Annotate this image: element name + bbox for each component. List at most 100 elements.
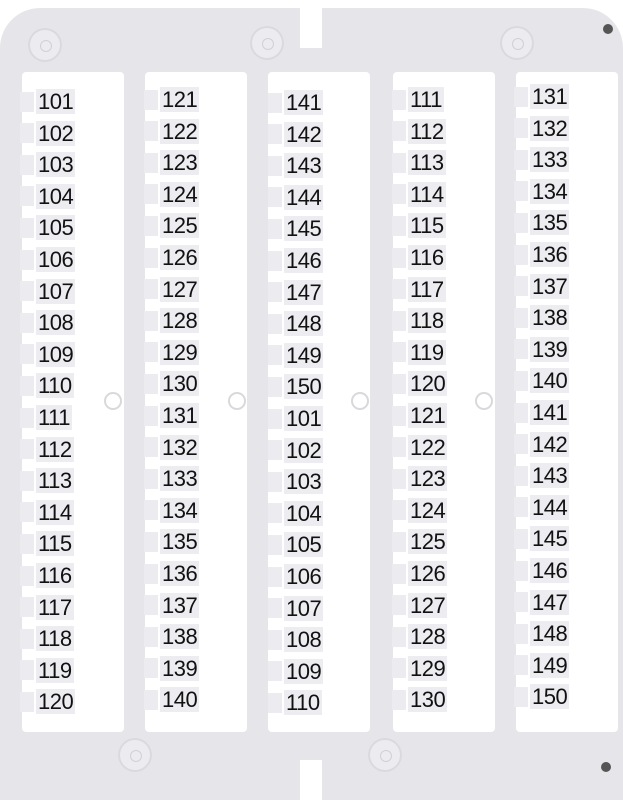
label-tab (144, 121, 158, 142)
label-number: 118 (36, 626, 74, 652)
marker-label: 117 (392, 276, 446, 302)
marker-label: 108 (268, 627, 324, 653)
label-tab (268, 92, 282, 113)
marker-label: 113 (392, 150, 446, 176)
label-tab (392, 184, 406, 205)
label-number: 104 (284, 500, 324, 526)
marker-label: 101 (268, 406, 324, 431)
label-tab (20, 407, 34, 428)
label-tab (20, 123, 34, 144)
label-tab (20, 502, 34, 523)
label-number: 108 (284, 627, 324, 653)
label-number: 134 (160, 497, 200, 523)
label-tab (514, 244, 528, 265)
label-tab (144, 405, 158, 426)
marker-label: 147 (268, 279, 324, 305)
label-tab (20, 186, 34, 207)
marker-label: 119 (392, 339, 446, 365)
label-tab (144, 373, 158, 394)
label-tab (392, 658, 406, 679)
label-tab (392, 437, 406, 458)
label-tab (144, 563, 158, 584)
label-tab (268, 218, 282, 239)
marker-label: 112 (392, 118, 446, 144)
marker-label: 134 (144, 497, 200, 523)
marker-label: 104 (20, 183, 76, 209)
label-tab (392, 279, 406, 300)
marker-label: 141 (514, 400, 570, 425)
marker-label: 103 (20, 152, 76, 178)
label-number: 136 (160, 561, 200, 586)
label-number: 141 (530, 400, 570, 425)
marker-label: 128 (392, 624, 448, 650)
label-tab (144, 247, 158, 268)
label-number: 119 (36, 657, 74, 683)
marker-label: 105 (20, 215, 76, 241)
label-number: 105 (36, 215, 76, 241)
mounting-post (118, 738, 152, 772)
marker-label: 116 (20, 563, 74, 588)
label-number: 150 (530, 684, 570, 710)
marker-label: 118 (392, 308, 446, 334)
label-tab (144, 184, 158, 205)
marker-label: 105 (268, 532, 324, 558)
marker-label: 135 (144, 529, 200, 555)
label-number: 138 (530, 305, 570, 331)
label-tab (392, 310, 406, 331)
label-number: 117 (408, 276, 446, 302)
marker-label: 102 (268, 437, 324, 463)
label-number: 103 (284, 469, 324, 495)
marker-label: 124 (144, 181, 200, 207)
label-tab (268, 124, 282, 145)
label-tab (514, 497, 528, 518)
label-number: 143 (284, 153, 324, 179)
marker-label: 123 (392, 466, 448, 492)
label-number: 134 (530, 178, 570, 204)
label-tab (514, 434, 528, 455)
label-tab (268, 661, 282, 682)
label-number: 147 (284, 279, 324, 305)
label-number: 115 (408, 213, 446, 239)
label-tab (514, 276, 528, 297)
label-tab (20, 565, 34, 586)
label-tab (144, 279, 158, 300)
marker-label: 131 (144, 403, 200, 428)
label-number: 150 (284, 374, 324, 400)
label-number: 140 (530, 368, 570, 394)
label-number: 145 (284, 216, 324, 242)
marker-label: 108 (20, 310, 76, 336)
marker-label: 120 (20, 689, 76, 715)
marker-label: 111 (20, 405, 72, 430)
label-tab (20, 312, 34, 333)
label-number: 105 (284, 532, 324, 558)
label-tab (268, 345, 282, 366)
strip-hole (104, 392, 122, 410)
label-number: 115 (36, 531, 74, 557)
marker-label: 114 (20, 499, 74, 525)
label-number: 144 (530, 494, 570, 520)
label-tab (392, 468, 406, 489)
marker-label: 142 (514, 431, 570, 457)
marker-label: 146 (268, 248, 324, 273)
marker-label: 120 (392, 371, 448, 397)
label-tab (20, 660, 34, 681)
label-tab (144, 215, 158, 236)
marker-label: 103 (268, 469, 324, 495)
marker-label: 122 (144, 118, 200, 144)
label-tab (392, 373, 406, 394)
label-number: 143 (530, 463, 570, 489)
label-number: 110 (36, 373, 74, 399)
label-tab (514, 86, 528, 107)
mounting-post (28, 28, 62, 62)
label-number: 123 (160, 150, 200, 176)
label-tab (20, 154, 34, 175)
marker-label: 138 (144, 624, 200, 650)
marker-label: 139 (144, 655, 200, 681)
label-number: 137 (160, 592, 200, 618)
label-number: 101 (284, 406, 324, 431)
label-number: 140 (160, 687, 200, 713)
label-tab (514, 149, 528, 170)
label-number: 127 (408, 592, 448, 618)
marker-label: 111 (392, 87, 444, 112)
marker-label: 137 (144, 592, 200, 618)
